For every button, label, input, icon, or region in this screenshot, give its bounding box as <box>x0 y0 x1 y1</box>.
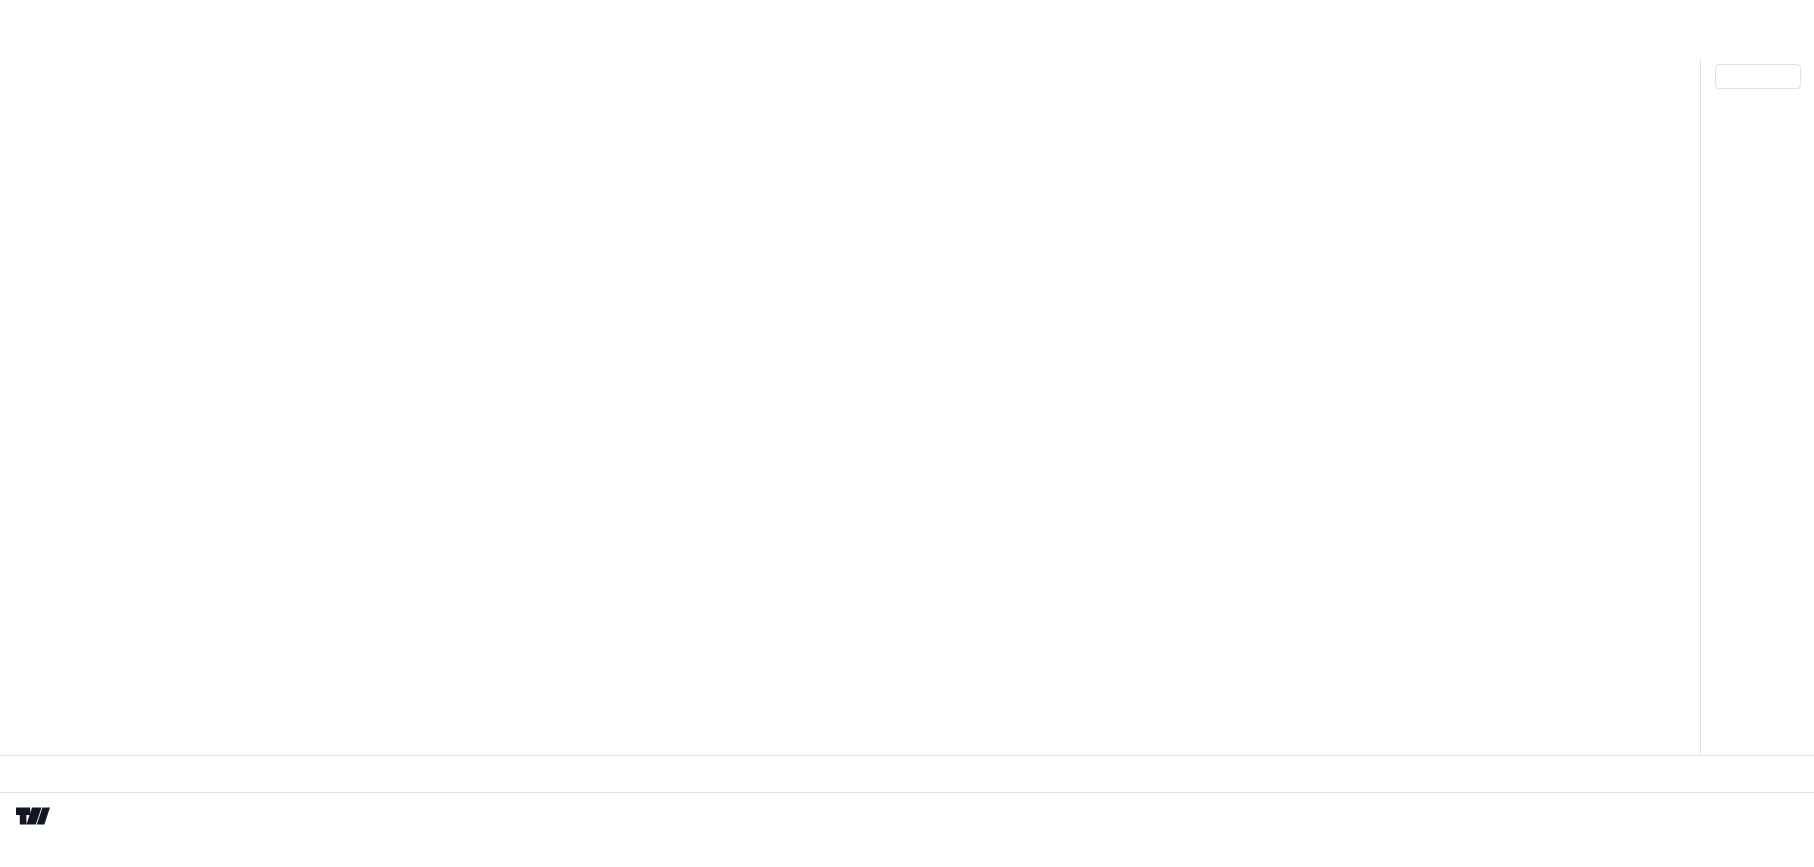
tradingview-logo-icon <box>16 807 50 825</box>
chart-canvas[interactable] <box>0 58 1700 755</box>
chart-legend <box>16 37 45 54</box>
price-scale-unit <box>1715 64 1801 89</box>
tradingview-footer <box>16 803 59 829</box>
time-scale[interactable] <box>0 755 1814 793</box>
price-scale[interactable] <box>1700 58 1814 755</box>
